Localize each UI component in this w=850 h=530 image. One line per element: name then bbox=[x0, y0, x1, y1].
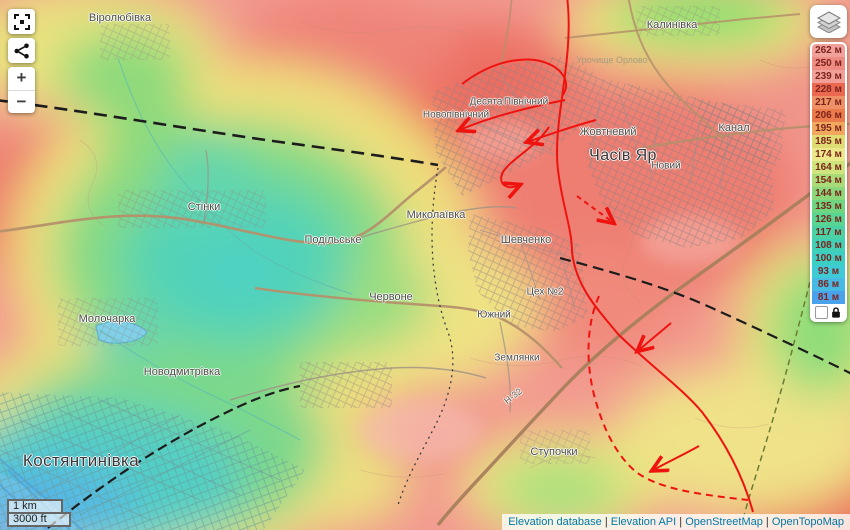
zoom-in-button[interactable]: + bbox=[8, 67, 35, 91]
legend-row: 154 м bbox=[812, 174, 845, 187]
layers-icon bbox=[816, 10, 841, 33]
urban-areas bbox=[0, 6, 786, 530]
front-line-arrows bbox=[462, 0, 754, 513]
legend-row: 135 м bbox=[812, 200, 845, 213]
scale-control: 1 km 3000 ft bbox=[7, 499, 71, 527]
legend-row: 195 м bbox=[812, 122, 845, 135]
legend-row: 228 м bbox=[812, 83, 845, 96]
attribution-links: Elevation database | Elevation API | Ope… bbox=[508, 516, 844, 528]
legend-row: 174 м bbox=[812, 148, 845, 161]
legend-row: 250 м bbox=[812, 57, 845, 70]
attribution-link[interactable]: OpenStreetMap bbox=[685, 516, 763, 528]
attribution: Elevation database | Elevation API | Ope… bbox=[502, 514, 850, 530]
fullscreen-icon bbox=[13, 13, 30, 30]
attribution-link[interactable]: Elevation API bbox=[610, 516, 677, 528]
layers-button[interactable] bbox=[810, 5, 847, 38]
legend-row: 262 м bbox=[812, 44, 845, 57]
legend-row: 185 м bbox=[812, 135, 845, 148]
fullscreen-button[interactable] bbox=[8, 9, 35, 34]
legend-footer bbox=[812, 304, 845, 320]
attribution-link[interactable]: Elevation database bbox=[508, 516, 602, 528]
legend-rows: 262 м 250 м 239 м 228 м 217 м 206 м 195 м 185 м… bbox=[812, 44, 845, 304]
legend-checkbox[interactable] bbox=[815, 305, 828, 319]
legend-row: 217 м bbox=[812, 96, 845, 109]
legend-row: 81 м bbox=[812, 291, 845, 304]
legend-row: 144 м bbox=[812, 187, 845, 200]
legend-row: 117 м bbox=[812, 226, 845, 239]
lock-icon[interactable] bbox=[830, 306, 842, 319]
zoom-out-button[interactable]: − bbox=[16, 91, 27, 111]
legend-row: 108 м bbox=[812, 239, 845, 252]
legend-row: 239 м bbox=[812, 70, 845, 83]
share-button[interactable] bbox=[8, 38, 35, 63]
legend-row: 86 м bbox=[812, 278, 845, 291]
legend-row: 126 м bbox=[812, 213, 845, 226]
elevation-legend: 262 м 250 м 239 м 228 м 217 м 206 м 195 м 185 м… bbox=[810, 42, 847, 322]
legend-row: 100 м bbox=[812, 252, 845, 265]
attribution-link[interactable]: OpenTopoMap bbox=[771, 516, 844, 528]
legend-row: 93 м bbox=[812, 265, 845, 278]
railways bbox=[0, 99, 850, 529]
share-icon bbox=[14, 43, 29, 58]
scale-imperial: 3000 ft bbox=[7, 512, 71, 527]
legend-row: 164 м bbox=[812, 161, 845, 174]
zoom-control: + − bbox=[8, 67, 35, 113]
legend-row: 206 м bbox=[812, 109, 845, 122]
